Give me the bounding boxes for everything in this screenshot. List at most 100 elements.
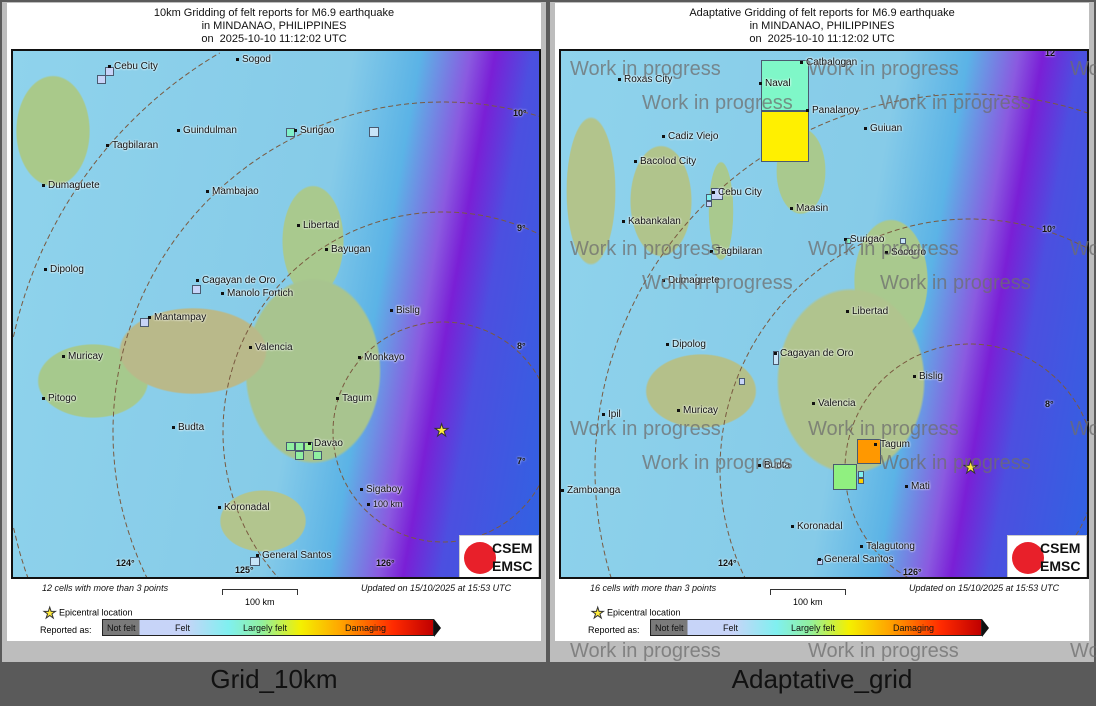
city-label: Pitogo — [41, 393, 77, 404]
map-title: Adaptative Gridding of felt reports for … — [555, 7, 1089, 46]
legend-label: Not felt — [107, 623, 136, 633]
city-label: Maasin — [789, 203, 829, 214]
city-label: Libertad — [845, 306, 889, 317]
watermark: Work in progress — [1070, 418, 1096, 440]
scale-bar — [222, 589, 298, 595]
city-label: Budta — [757, 460, 791, 471]
city-label: Dipolog — [666, 339, 706, 350]
watermark: Work in progress — [570, 238, 721, 260]
left-caption: Grid_10km — [210, 664, 338, 694]
left-panel: 10km Gridding of felt reports for M6.9 e… — [2, 2, 546, 662]
intensity-color-bar: Not felt Felt Largely felt Damaging — [650, 619, 982, 636]
city-label: Cebu City — [108, 61, 158, 72]
grid-cell[interactable] — [105, 67, 114, 76]
city-label: Guiuan — [863, 123, 903, 134]
grid-cell[interactable] — [286, 128, 295, 137]
grid-cell[interactable] — [250, 557, 260, 566]
watermark: Work in progress — [880, 452, 1031, 474]
epicenter-legend-label: Epicentral location — [606, 607, 681, 618]
grid-cell[interactable] — [761, 111, 809, 162]
grid-cell[interactable] — [833, 464, 857, 490]
longitude-label: 126° — [903, 567, 922, 577]
grid-cell[interactable] — [286, 442, 295, 451]
watermark: Work in progress — [642, 92, 793, 114]
felt-map[interactable]: Catbalogan Roxas City Naval Panalanoy Gu… — [559, 49, 1089, 579]
city-label: Monkayo — [358, 352, 405, 363]
grid-cell[interactable] — [140, 318, 149, 327]
city-label: Bayugan — [324, 244, 371, 255]
grid-cell[interactable] — [295, 442, 304, 451]
city-label: Muricay — [676, 405, 719, 416]
felt-map[interactable]: Cebu City Sogod Surigao Tagbilaran Guind… — [11, 49, 541, 579]
city-label: Surigao — [293, 125, 335, 136]
reported-as-label: Reported as: — [40, 625, 92, 635]
city-label: Bacolod City — [633, 156, 697, 167]
longitude-label: 124° — [718, 558, 737, 568]
city-label: Mambajao — [206, 186, 259, 197]
epicenter-legend: ★ Epicentral location — [590, 604, 681, 623]
grid-cell[interactable] — [739, 378, 745, 385]
legend-label: Largely felt — [791, 623, 836, 633]
grid-cell[interactable] — [900, 238, 906, 244]
city-label: Talagutong — [860, 541, 915, 552]
distance-ring — [719, 218, 1087, 577]
city-label: Panalanoy — [805, 105, 860, 116]
map-title: 10km Gridding of felt reports for M6.9 e… — [7, 7, 541, 46]
globe-icon — [1012, 542, 1044, 574]
city-label: Roxas City — [617, 74, 673, 85]
grid-cell[interactable] — [192, 285, 201, 294]
watermark: Work in progress — [642, 272, 793, 294]
city-label: Guindulman — [177, 125, 237, 136]
city-label: Koronadal — [218, 502, 270, 513]
city-label: Cagayan de Oro — [195, 275, 276, 286]
logo-text: EMSC — [1040, 558, 1081, 574]
city-label: Tagum — [335, 393, 373, 404]
city-label: Sigaboy — [359, 484, 403, 495]
watermark: Work in progress — [880, 272, 1031, 294]
longitude-label: 126° — [376, 558, 395, 568]
city-label: Cebu City — [712, 187, 762, 198]
latitude-label: 12 — [1045, 49, 1056, 58]
watermark: Work in progress — [1070, 640, 1096, 662]
star-icon: ★ — [590, 605, 605, 623]
intensity-color-bar: Not felt Felt Largely felt Damaging — [102, 619, 434, 636]
watermark: Work in progress — [1070, 238, 1096, 260]
grid-cell[interactable] — [706, 201, 712, 207]
grid-cell[interactable] — [369, 127, 379, 137]
city-label: Tagbilaran — [709, 246, 763, 257]
grid-cell[interactable] — [857, 439, 881, 464]
title-line: 10km Gridding of felt reports for M6.9 e… — [153, 7, 395, 19]
grid-cell[interactable] — [97, 75, 106, 84]
distance-ring — [112, 101, 539, 577]
grid-cell[interactable] — [761, 60, 809, 111]
epicenter-star-icon[interactable]: ★ — [433, 421, 450, 440]
watermark: Work in progress — [642, 452, 793, 474]
grid-cell[interactable] — [313, 451, 322, 460]
csem-emsc-logo: CSEM EMSC — [459, 535, 539, 577]
scale-label: 100 km — [245, 597, 275, 607]
city-label: Budta — [171, 422, 205, 433]
epicenter-legend-label: Epicentral location — [58, 607, 133, 618]
map-sheet: 10km Gridding of felt reports for M6.9 e… — [7, 3, 541, 641]
cells-note: 16 cells with more than 3 points — [590, 583, 717, 593]
csem-emsc-logo: CSEM EMSC — [1007, 535, 1087, 577]
grid-cell[interactable] — [845, 238, 851, 244]
epicenter-star-icon[interactable]: ★ — [962, 458, 979, 477]
cells-note: 12 cells with more than 3 points — [42, 583, 169, 593]
city-label: Dumaguete — [42, 180, 100, 191]
grid-cell[interactable] — [706, 194, 712, 201]
map-sheet: Adaptative Gridding of felt reports for … — [555, 3, 1089, 641]
city-label: Dipolog — [44, 264, 84, 275]
distance-ring — [222, 211, 539, 577]
grid-cell[interactable] — [295, 451, 304, 460]
color-bar-arrow-icon — [434, 619, 441, 637]
city-label: Zamboanga — [561, 485, 621, 496]
legend-label: Felt — [175, 623, 191, 633]
city-label: Manolo Fortich — [220, 288, 294, 299]
right-caption: Adaptative_grid — [731, 664, 913, 694]
grid-cell[interactable] — [858, 478, 864, 484]
latitude-label: 8° — [1045, 399, 1054, 409]
watermark: Work in progress — [880, 92, 1031, 114]
grid-cell[interactable] — [773, 351, 779, 365]
grid-cell[interactable] — [858, 471, 864, 478]
